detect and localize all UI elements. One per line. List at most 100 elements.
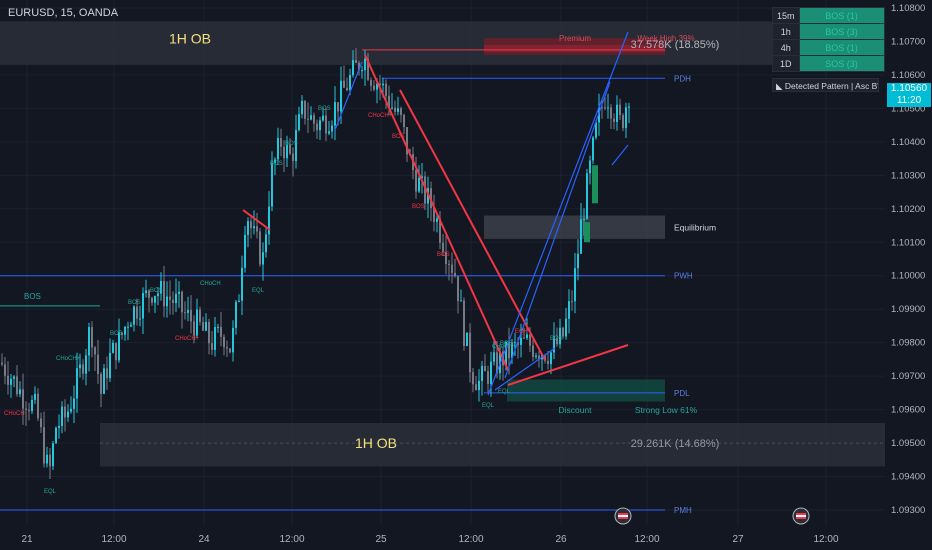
candle-body [487, 371, 489, 384]
candle-body [280, 138, 282, 147]
candle-body [514, 342, 516, 344]
candle-body [175, 293, 177, 304]
level-lines: PDH PWH PDL PMH [0, 49, 693, 515]
candle-body [496, 352, 498, 374]
candle-body [493, 352, 495, 362]
candle-body [328, 131, 330, 134]
candle-body [13, 376, 15, 379]
candle-body [217, 326, 219, 328]
candle-body [130, 324, 132, 327]
candle-body [469, 332, 471, 373]
candle-body [76, 368, 78, 399]
event-flag-white [618, 515, 628, 517]
candle-body [73, 398, 75, 409]
candle-body [424, 176, 426, 204]
candle-body [562, 327, 564, 337]
candle-body [154, 296, 156, 303]
tf-4h-status: BOS (1) [798, 39, 885, 56]
pattern-text: Detected Pattern | Asc BW [784, 81, 879, 91]
y-tick-label: 1.09500 [891, 438, 925, 449]
candle-body [232, 327, 234, 353]
candle-body [208, 321, 210, 344]
trend-line [487, 31, 629, 396]
candle-body [124, 326, 126, 335]
candle-body [586, 173, 588, 219]
candle-body [322, 115, 324, 121]
candle-body [121, 332, 123, 335]
discount-label: Discount [558, 405, 592, 415]
candle-body [607, 107, 609, 109]
bar-countdown: 11:20 [896, 95, 922, 106]
candle-body [481, 365, 483, 381]
candle-body [361, 70, 363, 72]
candle-body [472, 372, 474, 385]
candle-body [139, 318, 141, 320]
candle-body [334, 102, 336, 126]
candle-body [355, 60, 357, 63]
candle-body [214, 327, 216, 350]
x-tick-label: 24 [198, 534, 210, 545]
trend-line [494, 347, 556, 391]
candle-body [238, 300, 240, 302]
candle-body [508, 341, 510, 359]
x-tick-label: 12:00 [101, 534, 126, 545]
candle-body [400, 108, 402, 115]
candle-body [244, 234, 246, 268]
candle-body [352, 60, 354, 76]
candle-body [490, 361, 492, 384]
candle-body [196, 309, 198, 336]
candle-body [268, 206, 270, 235]
candle-body [94, 347, 96, 355]
x-tick-label: 27 [732, 534, 744, 545]
candle-body [610, 107, 612, 119]
candle-body [373, 85, 375, 90]
candle-body [517, 342, 519, 345]
candle-body [616, 104, 618, 122]
structure-label: BOS [550, 336, 563, 342]
candle-body [247, 221, 249, 235]
structure-label: BOS [150, 288, 163, 294]
candle-body [601, 107, 603, 109]
candle-body [226, 347, 228, 349]
candle-body [439, 218, 441, 243]
momentum-block [592, 165, 598, 204]
structure-label: EQH [515, 329, 528, 335]
candle-body [571, 301, 573, 303]
candle-body [7, 375, 9, 385]
candle-body [181, 291, 183, 313]
candle-body [40, 418, 42, 428]
y-tick-label: 1.10200 [891, 204, 925, 215]
candle-body [550, 352, 552, 365]
candle-body [205, 321, 207, 331]
candle-body [64, 406, 66, 418]
candle-body [316, 123, 318, 131]
candle-body [340, 80, 342, 112]
candle-body [532, 345, 534, 357]
tf-1d-label: 1D [772, 55, 800, 72]
bottom-volume-label: 29.261K (14.68%) [631, 438, 720, 450]
candle-body [211, 343, 213, 350]
candle-body [454, 272, 456, 277]
candle-body [319, 120, 321, 131]
candle-body [343, 80, 345, 88]
candle-body [61, 406, 63, 426]
candle-body [568, 301, 570, 319]
event-flag-icon [614, 507, 632, 525]
candle-body [484, 365, 486, 372]
y-tick-label: 1.10700 [891, 36, 925, 47]
ob-zone-top [0, 21, 885, 65]
candle-body [145, 290, 147, 294]
candle-body [274, 159, 276, 164]
candle-body [97, 354, 99, 375]
candle-body [592, 137, 594, 161]
x-tick-label: 12:00 [813, 534, 838, 545]
candle-body [148, 290, 150, 298]
candle-body [553, 338, 555, 353]
structure-label: EQL [482, 403, 495, 409]
candle-body [85, 355, 87, 374]
y-tick-label: 1.09600 [891, 405, 925, 416]
candle-body [28, 409, 30, 412]
candle-body [466, 332, 468, 346]
candle-body [67, 411, 69, 418]
